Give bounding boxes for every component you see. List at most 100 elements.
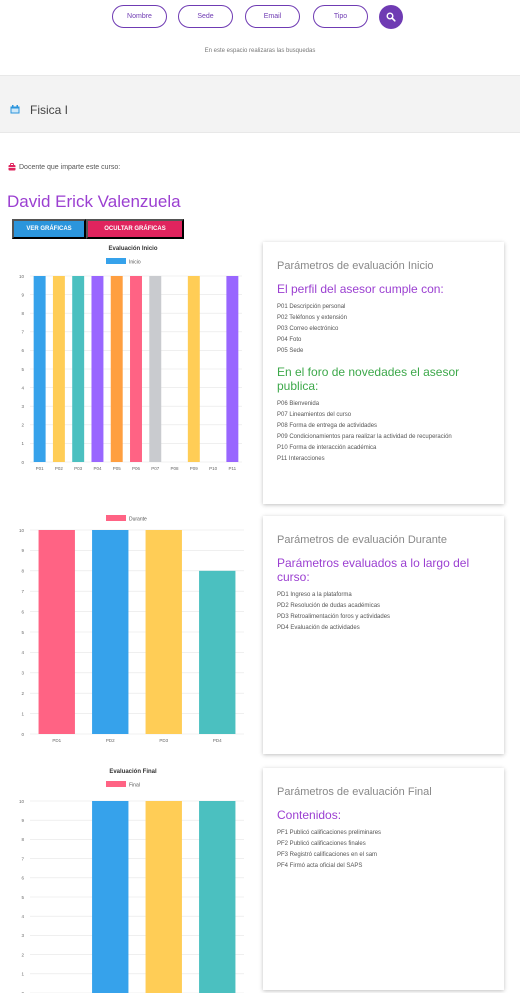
card-inicio-section2-title: En el foro de novedades el asesor public… (277, 365, 460, 393)
y-tick-label: 1 (21, 441, 24, 446)
bar-chart-svg: Evaluación Inicio Inicio 0 1 2 3 4 5 6 7 8 9 10 P01 P0… (19, 246, 242, 471)
x-tick-label: P05 (113, 466, 122, 471)
y-tick-label: 9 (21, 548, 24, 553)
y-tick-label: 7 (21, 330, 24, 335)
y-tick-label: 5 (21, 630, 24, 635)
bar (38, 530, 75, 734)
list-item: PF3 Registró calificaciones en el sam (277, 852, 378, 858)
search-bar: Nombre Sede Email Tipo (0, 5, 520, 29)
y-tick-label: 3 (21, 933, 24, 938)
bar (91, 276, 104, 462)
show-charts-button[interactable]: VER GRÁFICAS (12, 219, 86, 239)
list-item: PF4 Firmó acta oficial del SAPS (277, 863, 363, 869)
card-durante: Parámetros de evaluación Durante Parámet… (263, 516, 504, 754)
y-tick-label: 7 (21, 589, 24, 594)
card-inicio-list2: P06 Bienvenida P07 Lineamientos del curs… (277, 399, 492, 465)
y-tick-label: 10 (19, 799, 25, 804)
x-tick-label: PD2 (106, 738, 115, 743)
card-final: Parámetros de evaluación Final Contenido… (263, 768, 504, 990)
y-tick-label: 2 (21, 423, 24, 428)
y-tick-label: 5 (21, 895, 24, 900)
bar (52, 276, 65, 462)
search-by-type-button[interactable]: Tipo (313, 5, 368, 28)
y-tick-label: 4 (21, 914, 24, 919)
y-tick-label: 8 (21, 311, 24, 316)
calendar-icon (10, 105, 20, 114)
list-item: P06 Bienvenida (277, 401, 320, 407)
chart-final: Evaluación FinalFinal012345678910PF1PF2P… (0, 765, 250, 993)
legend-label: Final (129, 783, 140, 789)
search-hint: En este espacio realizaras las busquedas (204, 48, 316, 54)
y-tick-label: 8 (21, 837, 24, 842)
search-by-sede-button[interactable]: Sede (178, 5, 233, 28)
list-item: P04 Foto (277, 337, 302, 343)
list-item: PD1 Ingreso a la plataforma (277, 592, 352, 598)
bar (145, 530, 182, 734)
bar (92, 530, 129, 734)
x-tick-label: P09 (190, 466, 199, 471)
y-tick-label: 10 (19, 528, 25, 533)
hide-charts-button[interactable]: OCULTAR GRÁFICAS (86, 219, 184, 239)
list-item: P08 Forma de entrega de actividades (277, 423, 378, 429)
search-by-email-button[interactable]: Email (245, 5, 300, 28)
course-header: Fisica I (0, 75, 520, 133)
x-tick-label: P08 (171, 466, 180, 471)
chart-durante: Durante 0 1 2 3 4 5 6 7 8 9 10 PD1 PD2 PD3 PD4 (0, 512, 250, 750)
search-button[interactable] (379, 5, 403, 29)
bar (92, 801, 129, 993)
card-final-title: Parámetros de evaluación Final (277, 786, 432, 798)
card-final-section1-title: Contenidos: (277, 808, 342, 822)
y-tick-label: 7 (21, 856, 24, 861)
list-item: PD3 Retroalimentación foros y actividade… (277, 614, 391, 620)
card-durante-title: Parámetros de evaluación Durante (277, 534, 447, 546)
y-tick-label: 2 (21, 691, 24, 696)
list-item: PD2 Resolución de dudas académicas (277, 603, 381, 609)
chart-title: Evaluación Inicio (108, 246, 157, 252)
bar (199, 801, 236, 993)
bar (145, 801, 182, 993)
y-tick-label: 8 (21, 569, 24, 574)
bar-chart-svg: Evaluación FinalFinal012345678910PF1PF2P… (19, 769, 244, 993)
x-tick-label: P01 (36, 466, 45, 471)
legend-label: Inicio (129, 260, 141, 266)
legend-swatch (106, 258, 126, 264)
teacher-label-text: Docente que imparte este curso: (19, 163, 121, 171)
x-tick-label: PD4 (213, 738, 222, 743)
y-tick-label: 0 (21, 991, 24, 993)
bar (33, 276, 46, 462)
x-tick-label: P11 (229, 466, 237, 471)
y-tick-label: 2 (21, 952, 24, 957)
y-tick-label: 3 (21, 671, 24, 676)
y-tick-label: 4 (21, 650, 24, 655)
bar (149, 276, 162, 462)
y-tick-label: 3 (21, 404, 24, 409)
y-tick-label: 9 (21, 292, 24, 297)
x-tick-label: P10 (209, 466, 218, 471)
legend-swatch (106, 515, 126, 521)
y-tick-label: 5 (21, 367, 24, 372)
x-tick-label: P06 (132, 466, 141, 471)
briefcase-icon (8, 163, 16, 171)
list-item: P05 Sede (277, 348, 304, 354)
card-inicio: Parámetros de evaluación Inicio El perfi… (263, 242, 504, 504)
x-tick-label: P04 (93, 466, 102, 471)
bar (199, 570, 236, 734)
list-item: P11 Interacciones (277, 456, 325, 462)
chart-title: Evaluación Final (109, 769, 157, 775)
card-inicio-section1-title: El perfil del asesor cumple con: (277, 282, 444, 296)
list-item: P01 Descripción personal (277, 304, 346, 310)
list-item: P02 Teléfonos y extensión (277, 315, 347, 321)
card-durante-list: PD1 Ingreso a la plataforma PD2 Resoluci… (277, 590, 492, 634)
y-tick-label: 1 (21, 711, 24, 716)
search-by-name-button[interactable]: Nombre (112, 5, 167, 28)
teacher-name: David Erick Valenzuela (7, 192, 181, 211)
card-inicio-list1: P01 Descripción personal P02 Teléfonos y… (277, 302, 492, 357)
list-item: P09 Condicionamientos para realizar la a… (277, 434, 452, 440)
card-final-list: PF1 Publicó calificaciones preliminares … (277, 828, 492, 872)
bar (110, 276, 123, 462)
y-tick-label: 0 (21, 460, 24, 465)
course-title: Fisica I (30, 103, 69, 117)
chart-inicio: Evaluación Inicio Inicio 0 1 2 3 4 5 6 7 8 9 10 P01 P0… (0, 242, 250, 480)
list-item: PD4 Evaluación de actividades (277, 625, 360, 631)
legend-swatch (106, 781, 126, 787)
